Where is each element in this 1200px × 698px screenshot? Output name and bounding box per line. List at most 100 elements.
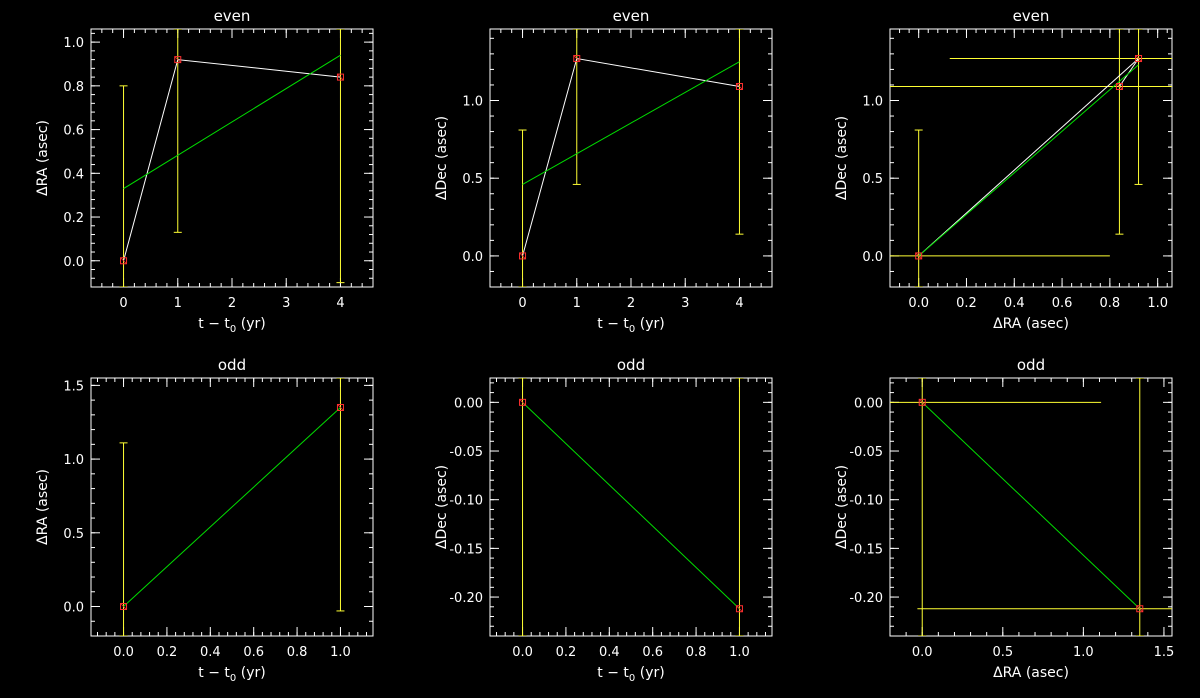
chart-panel-3: 0.0 0.2 0.4 0.6 0.8 1.0 0.0 0.5 1.0 even ΔRA (asec…: [834, 7, 1173, 332]
data-point: [336, 403, 344, 411]
y-tick-label: -0.05: [449, 445, 483, 460]
x-tick-label: 1.0: [729, 645, 750, 660]
x-axis-label-unit: (yr): [635, 665, 664, 681]
plot-frame: [889, 377, 1173, 637]
x-tick-label: 0.0: [912, 645, 933, 660]
x-tick-label: 1: [174, 296, 182, 311]
x-tick-label: 3: [282, 296, 290, 311]
data-point: [336, 73, 344, 81]
y-tick-label: -0.20: [449, 591, 483, 606]
data-point: [573, 55, 581, 63]
data-point: [1136, 605, 1144, 613]
data-point-cross: [120, 603, 127, 610]
y-tick-label: 0.0: [862, 250, 883, 265]
y-tick-label: 0.00: [854, 396, 883, 411]
data-point-cross: [915, 252, 922, 260]
fit-line: [522, 61, 740, 185]
x-axis-label-subscript: 0: [230, 324, 236, 335]
x-tick-label: 1.0: [1073, 645, 1094, 660]
x-tick-label: 0.8: [287, 645, 308, 660]
y-tick-label: 1.0: [862, 94, 883, 109]
fit-line: [123, 407, 341, 607]
data-point: [918, 398, 926, 406]
x-tick-label: 0.4: [599, 645, 620, 660]
x-tick-label: 0.8: [686, 645, 707, 660]
y-tick-label: -0.15: [449, 542, 483, 557]
data-point: [735, 605, 743, 613]
data-point: [120, 257, 128, 265]
data-point-cross: [519, 252, 526, 260]
data-point: [1115, 83, 1123, 91]
plot-data: [119, 29, 345, 287]
x-axis-label-text: t − t: [597, 316, 629, 332]
plot-data: [518, 378, 744, 636]
plot-frame: [90, 377, 374, 637]
x-tick-label: 0.6: [243, 645, 264, 660]
data-point-cross: [1136, 605, 1144, 613]
x-axis-label: t − t0 (yr): [198, 316, 265, 335]
x-axis-label-subscript: 0: [629, 673, 635, 684]
data-point-cross: [519, 399, 526, 406]
x-tick-label: 1.0: [330, 645, 351, 660]
y-tick-label: 0.2: [63, 211, 84, 226]
x-tick-label: 0.8: [1100, 296, 1121, 311]
x-axis-label-text: t − t: [597, 665, 629, 681]
x-tick-label: 0: [518, 296, 526, 311]
x-axis-label: t − t0 (yr): [597, 316, 664, 335]
y-tick-label: 0.4: [63, 167, 84, 182]
data-point-cross: [573, 55, 581, 62]
chart-title: odd: [218, 356, 246, 374]
chart-title: even: [214, 7, 251, 25]
chart-title: even: [613, 7, 650, 25]
x-tick-label: 0.6: [1052, 296, 1073, 311]
x-axis-label-text: t − t: [198, 316, 230, 332]
y-tick-label: 0.8: [63, 80, 84, 95]
x-tick-label: 0.2: [556, 645, 577, 660]
x-tick-label: 0.0: [908, 296, 929, 311]
y-tick-label: 1.0: [63, 36, 84, 51]
y-tick-label: 0.0: [63, 601, 84, 616]
plot-data: [518, 29, 744, 287]
y-axis-label: ΔRA (asec): [35, 120, 51, 196]
plot-frame: [489, 377, 773, 637]
plot-data: [890, 378, 1172, 636]
data-point: [120, 603, 128, 611]
x-tick-label: 0.6: [642, 645, 663, 660]
x-axis-label-unit: (yr): [236, 316, 265, 332]
chart-title: even: [1013, 7, 1050, 25]
y-tick-label: 0.5: [63, 527, 84, 542]
data-point: [519, 252, 527, 260]
x-tick-label: 4: [735, 296, 743, 311]
chart-title: odd: [617, 356, 645, 374]
data-point-cross: [736, 83, 743, 90]
x-tick-label: 2: [228, 296, 236, 311]
data-point-cross: [174, 56, 182, 63]
x-tick-label: 0.5: [992, 645, 1013, 660]
y-tick-label: -0.20: [849, 591, 883, 606]
x-tick-label: 4: [336, 296, 344, 311]
data-point: [1135, 55, 1143, 63]
x-axis-label: ΔRA (asec): [993, 665, 1069, 681]
x-tick-label: 0.0: [512, 645, 533, 660]
y-tick-label: 0.5: [462, 172, 483, 187]
x-axis-label: t − t0 (yr): [198, 665, 265, 684]
y-tick-label: -0.15: [849, 542, 883, 557]
y-tick-label: 1.0: [462, 94, 483, 109]
y-tick-label: 0.0: [462, 250, 483, 265]
x-tick-label: 2: [627, 296, 635, 311]
data-point-cross: [120, 257, 127, 265]
y-axis-label: ΔRA (asec): [35, 469, 51, 545]
x-axis-label-unit: (yr): [635, 316, 664, 332]
y-tick-label: 1.0: [63, 453, 84, 468]
y-axis-label: ΔDec (asec): [434, 116, 450, 200]
data-point: [174, 56, 182, 64]
x-tick-label: 1.5: [1154, 645, 1175, 660]
fit-line: [522, 401, 740, 610]
y-axis-label: ΔDec (asec): [434, 465, 450, 549]
plot-data: [890, 29, 1172, 287]
x-tick-label: 1.0: [1147, 296, 1168, 311]
x-tick-label: 0.4: [1004, 296, 1025, 311]
x-axis-label-unit: (yr): [236, 665, 265, 681]
